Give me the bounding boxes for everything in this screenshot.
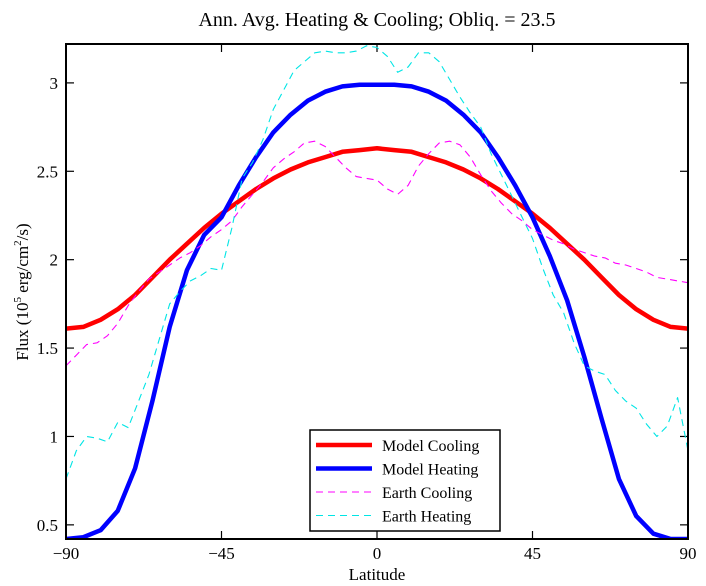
y-axis-label-exp1: 5: [12, 297, 24, 303]
legend-label-model-heating: Model Heating: [382, 462, 478, 479]
y-axis-label-suffix: /s): [13, 223, 32, 240]
y-tick-label-1.5: 1.5: [37, 339, 58, 358]
y-axis-label-prefix: Flux (10: [13, 303, 32, 361]
x-tick-label-45: 45: [524, 544, 541, 563]
y-axis-label-exp2: 2: [12, 240, 24, 246]
x-axis-label: Latitude: [349, 565, 406, 584]
series-line-model-heating: [66, 82, 688, 539]
x-tick-label--45: −45: [208, 544, 235, 563]
legend-label-model-cooling: Model Cooling: [382, 438, 479, 455]
chart-title: Ann. Avg. Heating & Cooling; Obliq. = 23…: [198, 9, 555, 31]
axes-frame: [65, 43, 689, 540]
legend-label-earth-cooling: Earth Cooling: [382, 485, 472, 502]
y-tick-label-2.5: 2.5: [37, 162, 58, 181]
x-tick-label--90: −90: [53, 544, 80, 563]
series-line-earth-cooling: [66, 140, 688, 367]
legend-label-earth-heating: Earth Heating: [382, 509, 471, 526]
series-line-earth-heating: [66, 45, 688, 480]
y-tick-label-3: 3: [50, 74, 59, 93]
x-tick-label-0: 0: [373, 544, 382, 563]
x-tick-label-90: 90: [680, 544, 697, 563]
y-axis-label: Flux (105 erg/cm2/s): [12, 223, 32, 360]
y-tick-label-0.5: 0.5: [37, 516, 58, 535]
y-tick-label-2: 2: [50, 251, 59, 270]
y-axis-label-mid: erg/cm: [13, 246, 32, 297]
series-line-model-cooling: [66, 146, 688, 331]
plot-area: −90 −45 0 45 90 0.5 1 1.5 2 2.5 3 Model Cooling Mode…: [37, 43, 697, 563]
y-tick-label-1: 1: [50, 427, 59, 446]
